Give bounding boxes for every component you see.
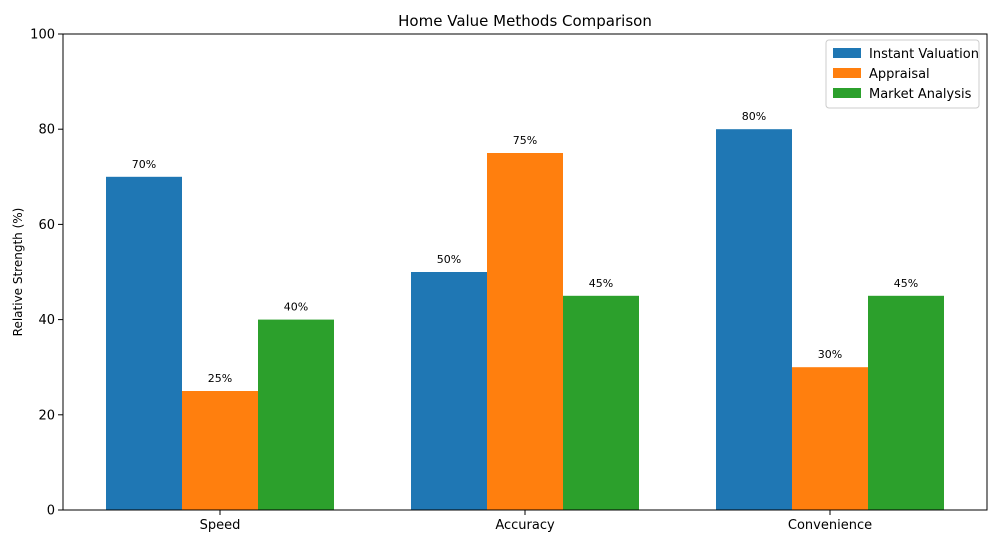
bar-instant-valuation-speed — [106, 176, 182, 511]
bar-market-analysis-speed — [258, 319, 334, 510]
bar-instant-valuation-convenience — [716, 129, 792, 510]
bar-data-label: 40% — [284, 301, 308, 314]
bar-market-analysis-convenience — [868, 295, 944, 510]
legend-swatch — [833, 68, 861, 78]
y-tick-label: 60 — [38, 218, 55, 233]
y-tick-label: 80 — [38, 123, 55, 138]
legend-entry: Market Analysis — [869, 87, 972, 102]
legend: Instant Valuation Appraisal Market Analysi… — [825, 39, 980, 109]
y-tick-label: 40 — [38, 313, 55, 328]
x-tick-label: Speed — [200, 518, 241, 533]
bar-data-label: 70% — [132, 158, 156, 171]
bar-appraisal-accuracy — [487, 153, 563, 510]
bar-appraisal-speed — [182, 391, 258, 510]
y-tick-label: 20 — [38, 408, 55, 423]
bar-instant-valuation-accuracy — [411, 272, 487, 510]
x-tick-label: Accuracy — [495, 518, 555, 533]
legend-swatch — [833, 48, 861, 58]
bar-data-label: 25% — [208, 372, 232, 385]
bar-market-analysis-accuracy — [563, 295, 639, 510]
plot-area: 70% 50% 80% 25% 75% 30% 40% 45% 45% 0 20 40 60 80 100 S… — [30, 28, 988, 533]
bar-data-label: 45% — [894, 277, 918, 290]
chart-title: Home Value Methods Comparison — [398, 12, 652, 30]
y-axis-label: Relative Strength (%) — [11, 208, 25, 337]
bar-data-label: 45% — [589, 277, 613, 290]
bar-data-label: 80% — [742, 110, 766, 123]
legend-entry: Appraisal — [869, 67, 930, 82]
bar-data-label: 30% — [818, 348, 842, 361]
bar-data-label: 50% — [437, 253, 461, 266]
legend-box — [825, 39, 980, 109]
x-tick-label: Convenience — [788, 518, 872, 533]
legend-swatch — [833, 88, 861, 98]
y-tick-label: 100 — [30, 28, 55, 43]
bar-appraisal-convenience — [792, 367, 868, 510]
legend-entry: Instant Valuation — [869, 47, 979, 62]
y-tick-label: 0 — [47, 504, 55, 519]
bar-data-label: 75% — [513, 134, 537, 147]
